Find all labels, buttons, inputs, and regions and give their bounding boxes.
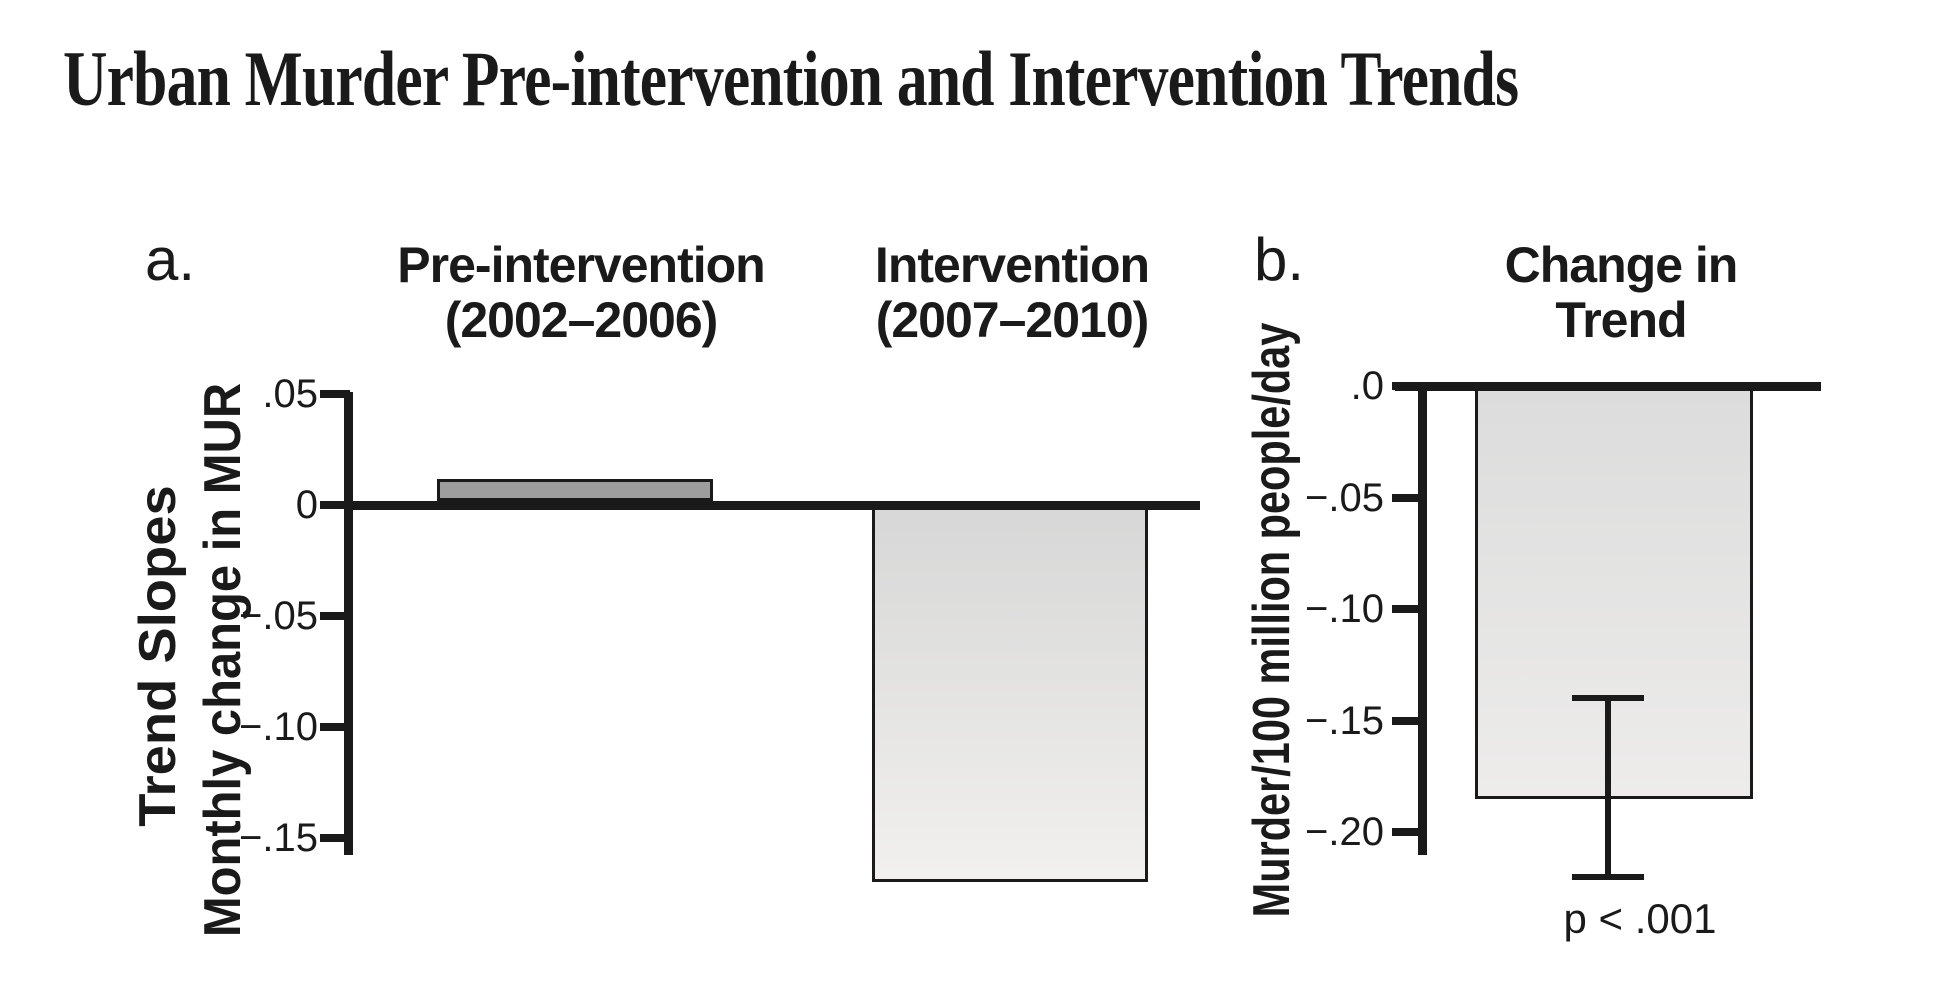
panel-a-ylabel-line1: Trend Slopes [129, 485, 187, 827]
figure-title: Urban Murder Pre-intervention and Interv… [63, 35, 1519, 122]
y-tick-mark [320, 501, 350, 509]
error-bar-line [1605, 698, 1611, 877]
panel-a-ylabel-line2: Monthly change in MUR [194, 382, 252, 938]
panel-b-ylabel: Murder/100 million people/day [1243, 322, 1301, 918]
y-tick-label: −.05 [1305, 475, 1384, 520]
error-bar-cap-bottom [1572, 873, 1644, 880]
y-tick-label: .05 [262, 372, 318, 416]
y-tick-mark [320, 834, 350, 842]
y-tick-mark [1392, 716, 1422, 725]
y-tick-label: −.15 [1305, 698, 1384, 743]
header-change-in-trend-line2: Trend [1555, 292, 1687, 348]
header-change-in-trend-line1: Change in [1504, 237, 1739, 293]
y-tick-label: 0 [295, 483, 318, 527]
y-tick-label: −.05 [239, 594, 318, 638]
error-bar-cap-top [1572, 695, 1644, 702]
y-tick-mark [1392, 605, 1422, 613]
panel-a-y-axis [344, 392, 353, 855]
change-in-trend-bar [1475, 386, 1753, 799]
panel-b-label: b. [1254, 226, 1305, 293]
header-intervention: Intervention (2007–2010) [874, 237, 1150, 348]
header-pre-intervention-line1: Pre-intervention [397, 237, 765, 293]
header-pre-intervention-line2: (2002–2006) [444, 292, 719, 348]
panel-b-zero-line [1395, 382, 1821, 391]
pre-intervention-bar [437, 478, 713, 501]
y-tick-mark [1392, 382, 1422, 390]
y-tick-mark [320, 390, 350, 398]
panel-a-zero-line [344, 501, 1200, 510]
header-pre-intervention: Pre-intervention (2002–2006) [397, 237, 765, 348]
y-tick-mark [1392, 828, 1422, 836]
intervention-bar [872, 505, 1148, 883]
panel-b-y-axis [1418, 382, 1427, 855]
header-intervention-line1: Intervention [874, 237, 1150, 293]
y-tick-label: −.20 [1305, 810, 1384, 854]
y-tick-label: −.10 [1305, 587, 1384, 631]
header-intervention-line2: (2007–2010) [875, 292, 1150, 348]
y-tick-mark [320, 612, 350, 620]
p-value-annotation: p < .001 [1563, 895, 1717, 942]
y-tick-mark [1392, 493, 1422, 502]
y-tick-label: .0 [1350, 364, 1384, 408]
y-tick-label: −.10 [239, 705, 318, 749]
y-tick-mark [320, 723, 350, 731]
panel-a-label: a. [145, 226, 196, 293]
y-tick-label: −.15 [239, 816, 318, 860]
header-change-in-trend: Change in Trend [1504, 237, 1739, 348]
